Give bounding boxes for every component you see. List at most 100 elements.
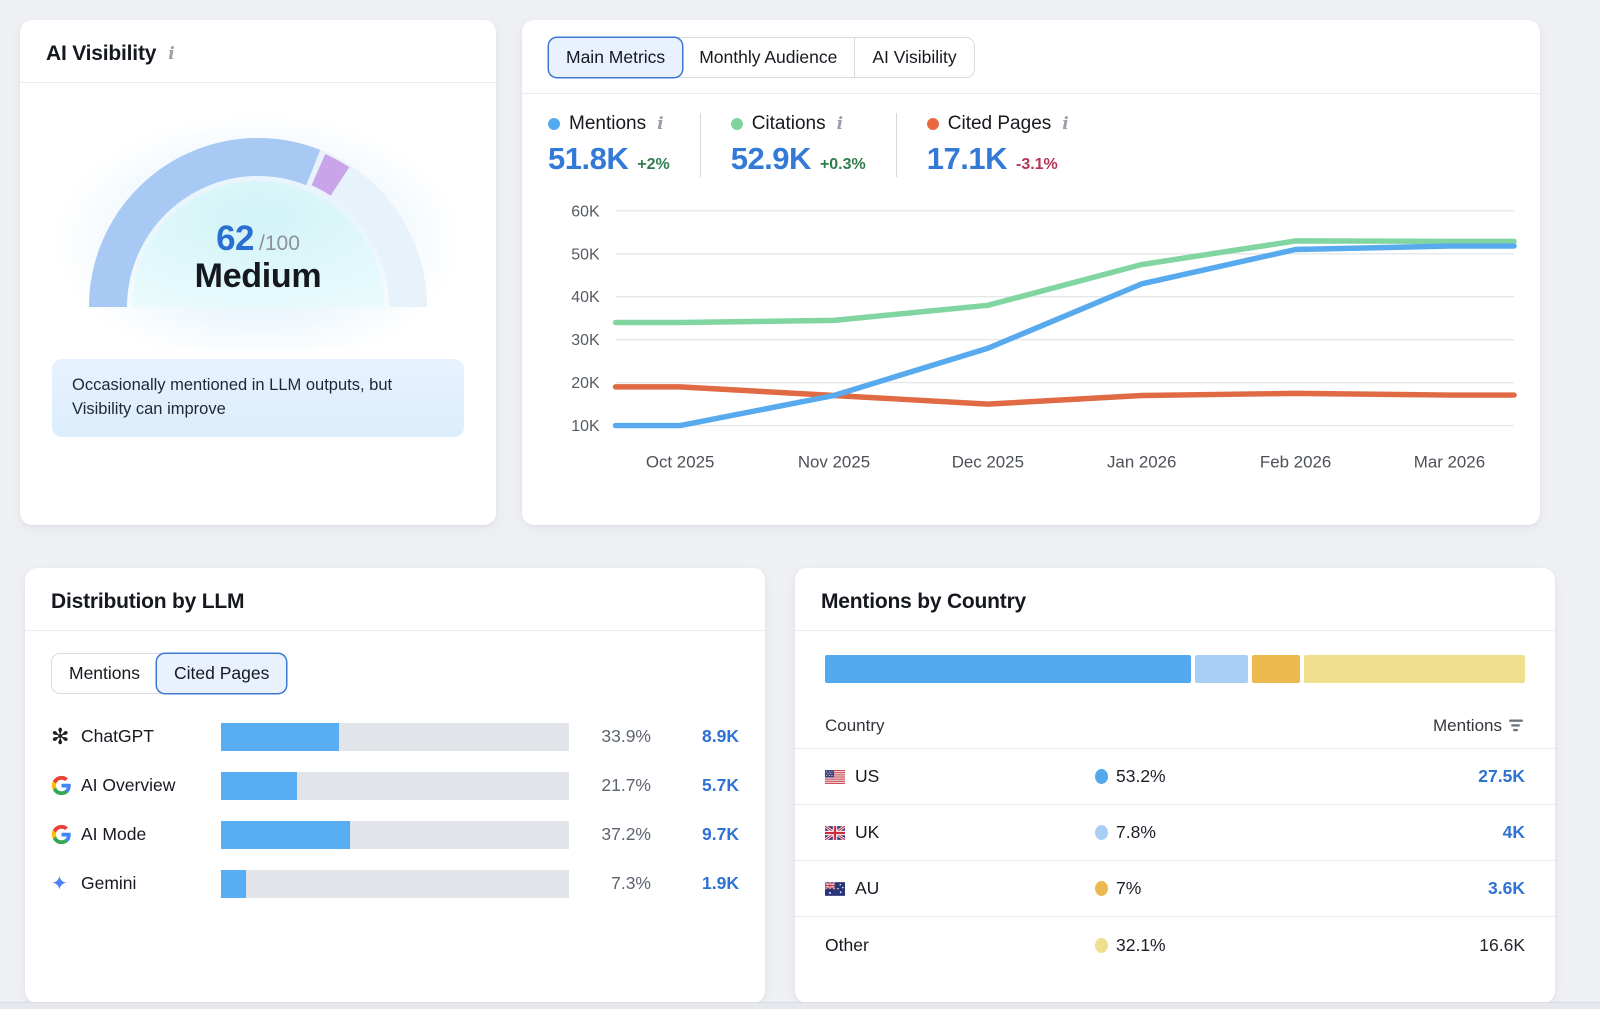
svg-text:60K: 60K: [571, 203, 600, 220]
country-bar-segment-us: [825, 655, 1191, 683]
country-label: Other: [825, 934, 869, 955]
svg-text:10K: 10K: [571, 418, 600, 435]
llm-card-header: Distribution by LLM: [25, 568, 765, 631]
distribution-by-llm-card: Distribution by LLM Mentions Cited Pages…: [25, 568, 765, 1003]
card-title: Distribution by LLM: [51, 590, 245, 613]
llm-bar-fill: [221, 722, 339, 751]
table-row-other: Other 32.1% 16.6K: [795, 917, 1555, 973]
llm-value-link[interactable]: 8.9K: [702, 726, 739, 746]
info-icon[interactable]: i: [836, 113, 844, 134]
metric-value: 52.9K: [730, 141, 812, 176]
llm-row-ai-mode: AI Mode 37.2% 9.7K: [51, 810, 739, 859]
llm-label: ChatGPT: [81, 726, 154, 746]
tab-monthly-audience[interactable]: Monthly Audience: [682, 38, 855, 77]
country-stacked-bar: [825, 655, 1525, 683]
cited-pages-dot-icon: [926, 118, 939, 130]
svg-text:Jan 2026: Jan 2026: [1107, 452, 1176, 471]
metrics-line-chart: 10K 20K 30K 40K 50K 60K Oct 2025 Nov 2025 Dec 20…: [571, 203, 1517, 471]
country-label: AU: [855, 878, 880, 898]
next-row-card-edge: [0, 1002, 1600, 1009]
svg-text:Mar 2026: Mar 2026: [1414, 452, 1485, 471]
svg-text:Feb 2026: Feb 2026: [1260, 452, 1331, 471]
country-bar-segment-other: [1304, 655, 1525, 683]
percent-dot-icon: [1095, 769, 1108, 784]
google-g-icon: [51, 775, 81, 796]
mentions-dot-icon: [548, 118, 560, 130]
llm-bar-track: [221, 771, 569, 800]
metric-value: 51.8K: [548, 141, 629, 176]
view-tabs: Main Metrics Monthly Audience AI Visibil…: [548, 37, 975, 78]
info-icon[interactable]: i: [1062, 113, 1069, 134]
info-icon[interactable]: i: [168, 43, 175, 64]
citations-dot-icon: [730, 118, 743, 130]
metric-cited-pages: Cited Pages i 17.1K -3.1%: [895, 113, 1101, 177]
llm-percent: 21.7%: [601, 775, 651, 795]
llm-value-link[interactable]: 9.7K: [702, 824, 739, 844]
chatgpt-icon: ✻: [51, 723, 70, 749]
svg-text:20K: 20K: [571, 375, 600, 392]
country-percent: 53.2%: [1116, 766, 1166, 786]
tab-ai-visibility[interactable]: AI Visibility: [854, 38, 974, 77]
country-mentions-link[interactable]: 27.5K: [1478, 766, 1525, 786]
google-g-icon: [51, 824, 81, 845]
llm-value-link[interactable]: 1.9K: [702, 873, 739, 893]
column-header-country: Country: [825, 715, 885, 735]
country-mentions-value: 16.6K: [1479, 934, 1525, 955]
gauge-description: Occasionally mentioned in LLM outputs, b…: [52, 359, 464, 437]
country-percent: 7.8%: [1116, 822, 1156, 842]
llm-percent: 37.2%: [601, 824, 651, 844]
tab-cited-pages[interactable]: Cited Pages: [157, 654, 287, 693]
svg-text:50K: 50K: [571, 246, 600, 263]
svg-text:Dec 2025: Dec 2025: [952, 452, 1024, 471]
gauge-rating-label: Medium: [194, 257, 322, 295]
column-header-mentions-label: Mentions: [1433, 715, 1502, 735]
llm-bar-fill: [221, 771, 297, 800]
svg-text:Oct 2025: Oct 2025: [646, 452, 714, 471]
tab-main-metrics[interactable]: Main Metrics: [549, 38, 683, 77]
llm-label: AI Mode: [81, 824, 147, 844]
country-mentions-link[interactable]: 3.6K: [1488, 878, 1525, 898]
gauge-arc-value: [89, 138, 427, 308]
country-bar-segment-au: [1252, 655, 1301, 683]
main-metrics-card: Main Metrics Monthly Audience AI Visibil…: [522, 20, 1540, 525]
country-label: UK: [855, 822, 880, 842]
us-flag-icon: [825, 769, 845, 784]
gauge-score-line: 62/100: [86, 219, 430, 259]
country-bar-segment-uk: [1194, 655, 1249, 683]
llm-label: AI Overview: [81, 775, 176, 795]
column-header-mentions[interactable]: Mentions: [1433, 716, 1525, 736]
country-mentions-link[interactable]: 4K: [1502, 822, 1525, 842]
llm-tabs: Mentions Cited Pages: [51, 653, 288, 694]
llm-percent: 33.9%: [601, 726, 651, 746]
card-title: Mentions by Country: [821, 590, 1027, 613]
metric-label: Cited Pages: [947, 113, 1052, 134]
metric-delta: +0.3%: [819, 156, 866, 173]
gauge-score: 62: [216, 219, 255, 258]
metric-label: Citations: [751, 113, 826, 134]
tab-mentions[interactable]: Mentions: [52, 654, 158, 693]
metrics-chart-area: 10K 20K 30K 40K 50K 60K Oct 2025 Nov 2025 Dec 20…: [522, 183, 1540, 481]
llm-value-link[interactable]: 5.7K: [702, 775, 739, 795]
llm-bar-track: [221, 820, 569, 849]
svg-text:30K: 30K: [571, 332, 600, 349]
country-label: US: [855, 766, 880, 786]
percent-dot-icon: [1095, 881, 1108, 896]
metric-citations: Citations i 52.9K +0.3%: [699, 113, 896, 177]
country-percent: 32.1%: [1116, 934, 1166, 955]
llm-row-ai-overview: AI Overview 21.7% 5.7K: [51, 761, 739, 810]
percent-dot-icon: [1095, 937, 1108, 953]
sort-icon: [1509, 719, 1523, 732]
info-icon[interactable]: i: [657, 113, 664, 134]
table-row-uk: UK 7.8% 4K: [795, 805, 1555, 861]
table-row-us: US 53.2% 27.5K: [795, 749, 1555, 805]
llm-label: Gemini: [81, 873, 137, 893]
svg-text:Nov 2025: Nov 2025: [798, 452, 870, 471]
llm-bar-track: [221, 722, 569, 751]
metrics-tabs-row: Main Metrics Monthly Audience AI Visibil…: [522, 20, 1540, 94]
ai-visibility-card: AI Visibility i 62/100 Medium Occasional…: [20, 20, 496, 525]
metric-label: Mentions: [569, 113, 647, 134]
metrics-summary-row: Mentions i 51.8K +2% Citations i 52.9K +…: [522, 94, 1540, 183]
llm-bar-list: ✻ ChatGPT 33.9% 8.9K AI Overview 21: [51, 712, 739, 908]
gauge-arc: [89, 138, 427, 308]
metric-value: 17.1K: [926, 141, 1008, 176]
